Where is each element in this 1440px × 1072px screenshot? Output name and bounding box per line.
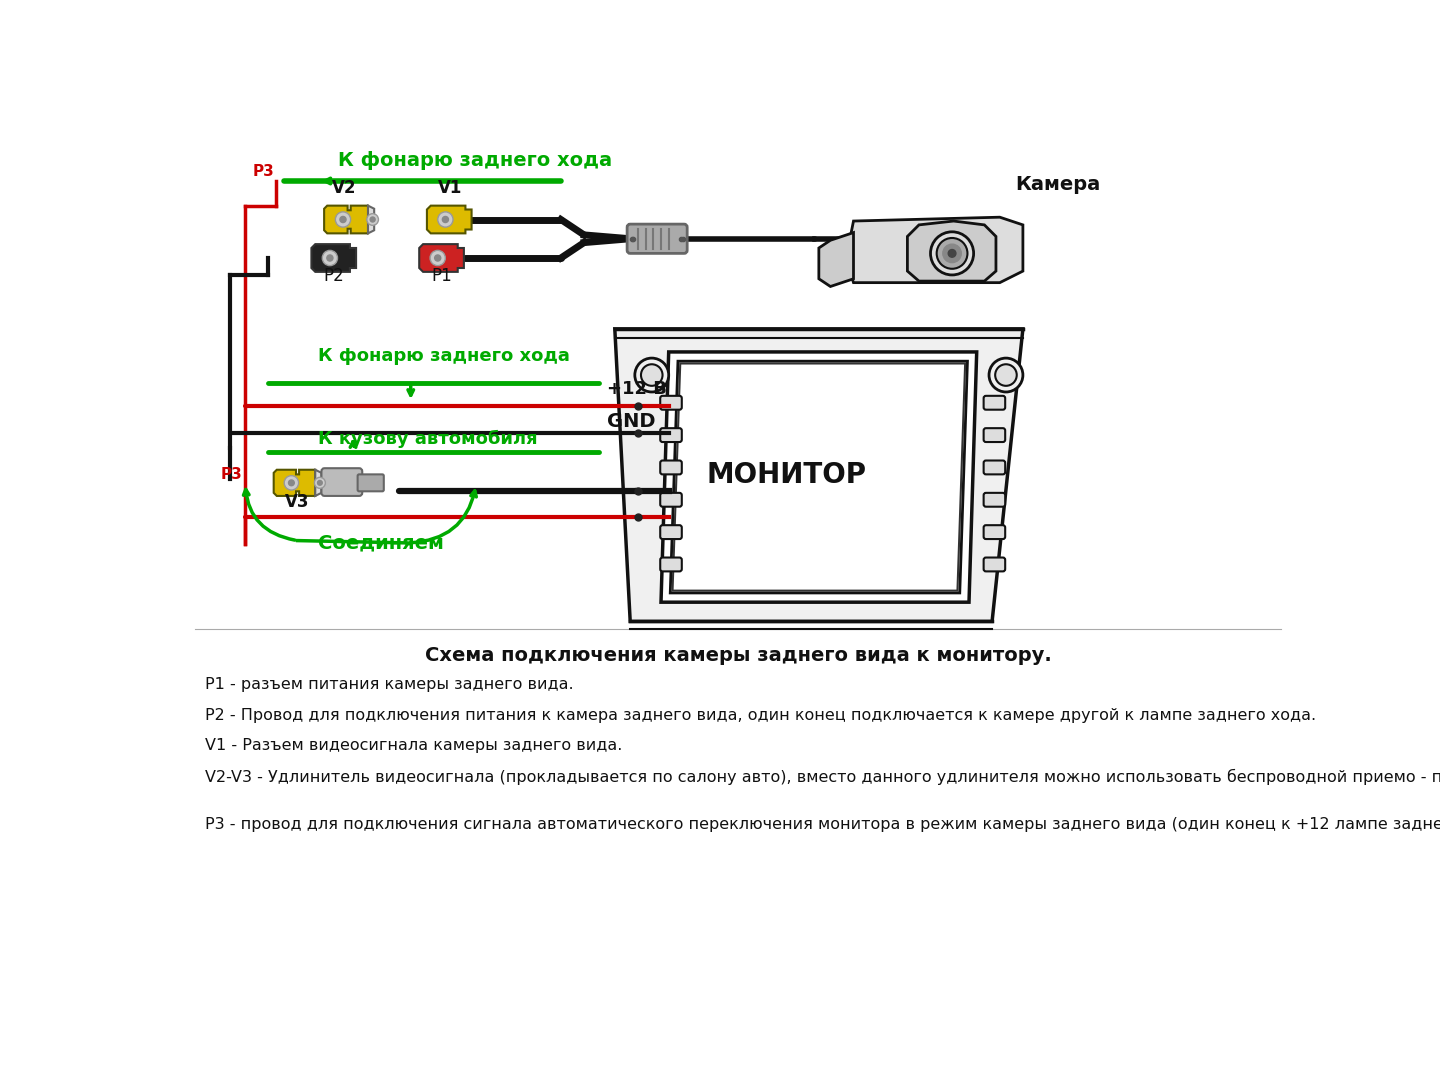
Circle shape — [995, 364, 1017, 386]
Circle shape — [431, 251, 445, 266]
Polygon shape — [819, 233, 854, 286]
Circle shape — [288, 480, 294, 486]
Polygon shape — [615, 329, 1022, 622]
Text: К фонарю заднего хода: К фонарю заднего хода — [337, 150, 612, 169]
Polygon shape — [661, 352, 976, 602]
FancyBboxPatch shape — [984, 396, 1005, 410]
Text: К фонарю заднего хода: К фонарю заднего хода — [318, 347, 570, 366]
Text: Камера: Камера — [1015, 175, 1100, 194]
Circle shape — [318, 480, 323, 486]
FancyBboxPatch shape — [357, 475, 384, 491]
Circle shape — [435, 255, 441, 262]
Text: P1: P1 — [431, 267, 452, 285]
Text: V2-V3 - Удлинитель видеосигнала (прокладывается по салону авто), вместо данного : V2-V3 - Удлинитель видеосигнала (проклад… — [204, 770, 1440, 786]
Text: МОНИТОР: МОНИТОР — [707, 461, 867, 489]
Text: GND: GND — [608, 413, 655, 431]
FancyBboxPatch shape — [660, 493, 681, 507]
FancyBboxPatch shape — [660, 557, 681, 571]
Text: К кузову автомобиля: К кузову автомобиля — [318, 430, 539, 448]
Polygon shape — [845, 218, 1022, 283]
Text: V2: V2 — [331, 179, 356, 197]
Circle shape — [367, 213, 379, 225]
Polygon shape — [907, 221, 996, 281]
Text: P2 - Провод для подключения питания к камера заднего вида, один конец подключает: P2 - Провод для подключения питания к ка… — [204, 708, 1316, 723]
FancyBboxPatch shape — [660, 461, 681, 475]
Text: +12 В: +12 В — [608, 381, 667, 399]
Text: P3: P3 — [220, 467, 242, 482]
Text: Соединяем: Соединяем — [318, 533, 444, 552]
Circle shape — [327, 255, 333, 262]
Circle shape — [314, 477, 325, 489]
FancyBboxPatch shape — [660, 428, 681, 442]
Text: P2: P2 — [324, 267, 344, 285]
Polygon shape — [324, 206, 369, 234]
Text: V3: V3 — [285, 493, 310, 511]
FancyBboxPatch shape — [321, 468, 363, 496]
FancyBboxPatch shape — [984, 461, 1005, 475]
Polygon shape — [311, 244, 356, 272]
FancyBboxPatch shape — [984, 525, 1005, 539]
Circle shape — [438, 212, 454, 227]
Text: P3: P3 — [253, 164, 275, 179]
Circle shape — [641, 364, 662, 386]
Polygon shape — [369, 206, 374, 234]
Circle shape — [930, 232, 973, 274]
Polygon shape — [315, 470, 321, 496]
Text: V1: V1 — [438, 179, 462, 197]
FancyBboxPatch shape — [984, 493, 1005, 507]
Circle shape — [370, 217, 376, 222]
Polygon shape — [274, 470, 315, 496]
FancyBboxPatch shape — [984, 428, 1005, 442]
Polygon shape — [419, 244, 464, 272]
Circle shape — [948, 250, 956, 257]
FancyBboxPatch shape — [660, 396, 681, 410]
Circle shape — [340, 217, 346, 223]
Text: P1 - разъем питания камеры заднего вида.: P1 - разъем питания камеры заднего вида. — [204, 676, 573, 691]
FancyBboxPatch shape — [984, 557, 1005, 571]
Circle shape — [936, 238, 968, 269]
Polygon shape — [670, 361, 968, 593]
Text: V1 - Разъем видеосигнала камеры заднего вида.: V1 - Разъем видеосигнала камеры заднего … — [204, 739, 622, 754]
Circle shape — [943, 244, 962, 263]
FancyBboxPatch shape — [660, 525, 681, 539]
Circle shape — [442, 217, 448, 223]
Circle shape — [336, 212, 350, 227]
Polygon shape — [672, 363, 965, 591]
Polygon shape — [426, 206, 471, 234]
Text: Схема подключения камеры заднего вида к монитору.: Схема подключения камеры заднего вида к … — [425, 646, 1051, 665]
Circle shape — [989, 358, 1022, 392]
Circle shape — [635, 358, 668, 392]
FancyBboxPatch shape — [628, 224, 687, 253]
Text: P3 - провод для подключения сигнала автоматического переключения монитора в режи: P3 - провод для подключения сигнала авто… — [204, 817, 1440, 832]
Circle shape — [284, 476, 298, 490]
Circle shape — [323, 251, 337, 266]
